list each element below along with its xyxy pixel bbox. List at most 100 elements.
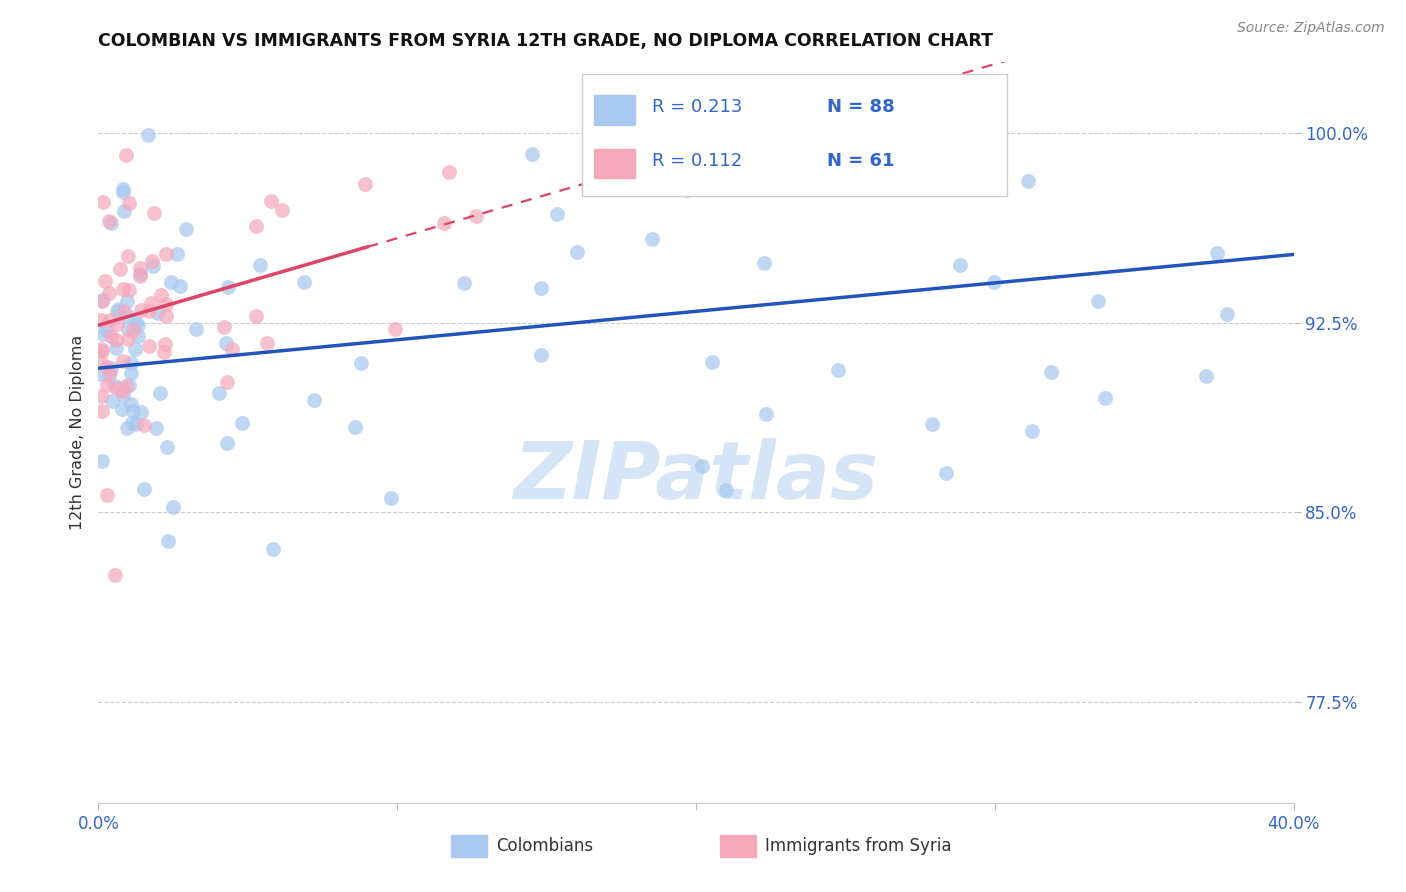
Point [1039, 364, 1062, 378]
Point [90, 313, 112, 327]
Point [112, 185, 135, 199]
Point [108, 261, 131, 276]
Point [156, 534, 179, 549]
Point [983, 275, 1005, 289]
Point [263, 541, 285, 556]
Point [121, 397, 143, 411]
Point [292, 276, 315, 290]
Point [117, 332, 139, 346]
Point [90, 344, 112, 359]
Point [453, 277, 475, 291]
Point [111, 384, 134, 398]
Point [93, 274, 115, 288]
Text: Source: ZipAtlas.com: Source: ZipAtlas.com [1237, 21, 1385, 35]
Point [217, 375, 239, 389]
Point [117, 249, 139, 263]
Point [120, 366, 142, 380]
FancyBboxPatch shape [595, 149, 636, 178]
Point [1017, 173, 1039, 187]
Point [162, 500, 184, 514]
Point [115, 294, 138, 309]
Point [689, 116, 711, 130]
Point [105, 333, 128, 347]
Point [90, 367, 112, 381]
Point [112, 182, 135, 196]
FancyBboxPatch shape [595, 95, 636, 125]
FancyBboxPatch shape [720, 835, 756, 857]
Text: ZIPatlas: ZIPatlas [513, 438, 879, 516]
Point [437, 165, 460, 179]
Point [221, 343, 243, 357]
Point [384, 322, 406, 336]
Point [100, 216, 122, 230]
Point [122, 404, 145, 418]
Point [139, 296, 162, 310]
Point [97, 285, 120, 300]
Point [111, 402, 134, 417]
FancyBboxPatch shape [451, 835, 486, 857]
Point [1195, 369, 1218, 384]
Point [156, 440, 179, 454]
Point [304, 393, 326, 408]
Point [104, 568, 127, 582]
Point [117, 309, 139, 323]
Point [104, 379, 127, 393]
Point [160, 275, 183, 289]
Point [353, 178, 375, 192]
Point [755, 407, 778, 421]
Point [949, 258, 972, 272]
Point [138, 339, 160, 353]
Point [465, 209, 488, 223]
Point [125, 417, 148, 432]
Point [1021, 424, 1043, 438]
Point [124, 342, 146, 356]
Point [105, 381, 128, 395]
Point [91, 327, 114, 342]
Point [675, 183, 697, 197]
Point [118, 377, 141, 392]
Point [90, 355, 112, 369]
Point [111, 354, 134, 368]
Point [96, 488, 118, 502]
Point [530, 281, 553, 295]
Point [98, 365, 121, 379]
Point [111, 388, 134, 402]
Point [134, 418, 156, 433]
Text: N = 61: N = 61 [827, 152, 896, 169]
Point [100, 328, 122, 343]
Point [145, 421, 167, 435]
Text: Colombians: Colombians [496, 837, 593, 855]
Point [214, 319, 236, 334]
Point [90, 403, 112, 417]
Point [98, 368, 121, 382]
Point [153, 337, 176, 351]
Point [166, 247, 188, 261]
Point [271, 203, 294, 218]
Point [169, 279, 191, 293]
Point [174, 221, 197, 235]
Point [101, 394, 124, 409]
Point [129, 260, 152, 275]
Point [350, 356, 373, 370]
Point [208, 386, 231, 401]
Point [245, 309, 267, 323]
Point [245, 219, 267, 233]
Point [138, 304, 160, 318]
Point [641, 232, 664, 246]
Point [148, 385, 170, 400]
Point [134, 482, 156, 496]
Point [546, 207, 568, 221]
Point [186, 321, 208, 335]
Point [118, 283, 141, 297]
Point [107, 301, 129, 316]
Point [136, 128, 159, 142]
Text: N = 88: N = 88 [827, 98, 896, 116]
Point [104, 341, 127, 355]
Point [217, 436, 239, 450]
Y-axis label: 12th Grade, No Diploma: 12th Grade, No Diploma [69, 335, 84, 530]
Point [155, 247, 177, 261]
Point [1087, 293, 1109, 308]
Point [150, 287, 173, 301]
Point [96, 359, 118, 374]
Point [231, 416, 253, 430]
